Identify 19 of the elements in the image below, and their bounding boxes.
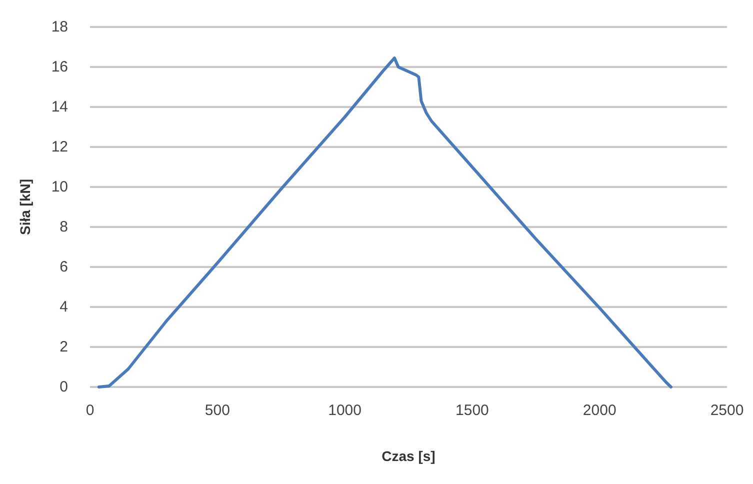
- y-tick-label: 4: [60, 298, 68, 316]
- y-tick-label: 8: [60, 218, 68, 236]
- x-tick-label: 1500: [456, 402, 489, 419]
- y-tick-label: 2: [60, 338, 68, 356]
- x-tick-label: 2500: [710, 402, 744, 419]
- y-axis-title: Siła [kN]: [17, 178, 33, 236]
- y-tick-label: 16: [51, 58, 68, 76]
- y-tick-label: 10: [51, 178, 68, 196]
- x-tick-label: 2000: [582, 402, 616, 419]
- y-tick-label: 18: [51, 18, 68, 36]
- y-tick-label: 12: [51, 138, 68, 156]
- x-tick-label: 1000: [328, 402, 362, 419]
- y-tick-label: 0: [60, 378, 68, 396]
- y-tick-label: 14: [51, 98, 68, 116]
- y-tick-label: 6: [60, 258, 68, 276]
- x-axis-title: Czas [s]: [382, 448, 436, 464]
- line-series: [97, 56, 672, 388]
- x-tick-label: 500: [204, 402, 230, 419]
- x-tick-label: 0: [86, 402, 94, 419]
